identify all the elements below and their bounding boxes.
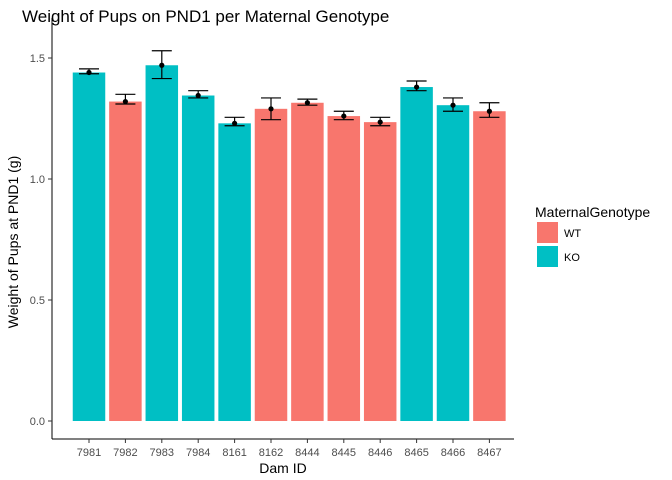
legend: MaternalGenotype WT KO — [535, 204, 650, 267]
x-tick-label: 8444 — [295, 447, 319, 459]
bar-7982 — [109, 101, 142, 421]
bar-8466 — [436, 105, 470, 421]
bar-8465 — [400, 87, 433, 421]
y-axis-title: Weight of Pups at PND1 (g) — [5, 156, 21, 328]
x-tick-label: 8466 — [441, 447, 465, 459]
mean-point-8162 — [268, 106, 274, 112]
x-tick-label: 7982 — [113, 447, 137, 459]
chart-title: Weight of Pups on PND1 per Maternal Geno… — [22, 7, 389, 26]
y-tick-label: 1.5 — [30, 53, 45, 65]
x-tick-label: 8445 — [332, 447, 356, 459]
bar-7981 — [72, 72, 106, 422]
y-tick-label: 0.5 — [30, 295, 45, 307]
mean-point-8466 — [450, 102, 456, 108]
x-tick-label: 7981 — [77, 447, 101, 459]
y-tick-label: 0.0 — [30, 416, 45, 428]
x-tick-label: 7983 — [150, 447, 174, 459]
x-tick-label: 8465 — [404, 447, 428, 459]
mean-point-8465 — [414, 84, 420, 90]
mean-point-8467 — [486, 108, 492, 114]
bar-8444 — [291, 102, 324, 422]
bar-8162 — [254, 108, 288, 421]
legend-label-ko: KO — [564, 252, 580, 264]
mean-point-7983 — [159, 62, 165, 68]
x-axis-title: Dam ID — [259, 460, 306, 476]
bar-8161 — [218, 123, 251, 421]
mean-point-7982 — [122, 98, 128, 105]
bars-group — [72, 65, 506, 422]
bar-8467 — [473, 111, 506, 422]
x-tick-label: 8162 — [259, 447, 283, 459]
mean-point-7984 — [195, 92, 201, 99]
x-tick-label: 7984 — [186, 447, 210, 459]
x-tick-label: 8467 — [477, 447, 501, 459]
legend-swatch-ko — [537, 246, 558, 267]
y-ticks-group: 0.0 0.5 1.0 1.5 — [30, 53, 52, 428]
mean-point-8446 — [377, 119, 383, 125]
legend-title: MaternalGenotype — [535, 204, 650, 220]
legend-swatch-wt — [537, 222, 558, 243]
bar-7983 — [145, 65, 179, 421]
mean-point-8445 — [341, 113, 347, 119]
mean-point-8444 — [304, 100, 310, 106]
bar-7984 — [181, 95, 215, 421]
error-bars-group — [79, 50, 500, 127]
y-tick-label: 1.0 — [30, 174, 45, 186]
x-ticks-group: 7981 7982 7983 7984 8161 8162 8444 8445 8446 8465… — [77, 439, 502, 459]
mean-point-8161 — [232, 120, 238, 126]
legend-label-wt: WT — [564, 228, 581, 240]
x-tick-label: 8161 — [222, 447, 246, 459]
bar-8445 — [327, 116, 361, 421]
mean-point-7981 — [86, 69, 92, 76]
x-tick-label: 8446 — [368, 447, 392, 459]
bar-8446 — [363, 122, 397, 421]
